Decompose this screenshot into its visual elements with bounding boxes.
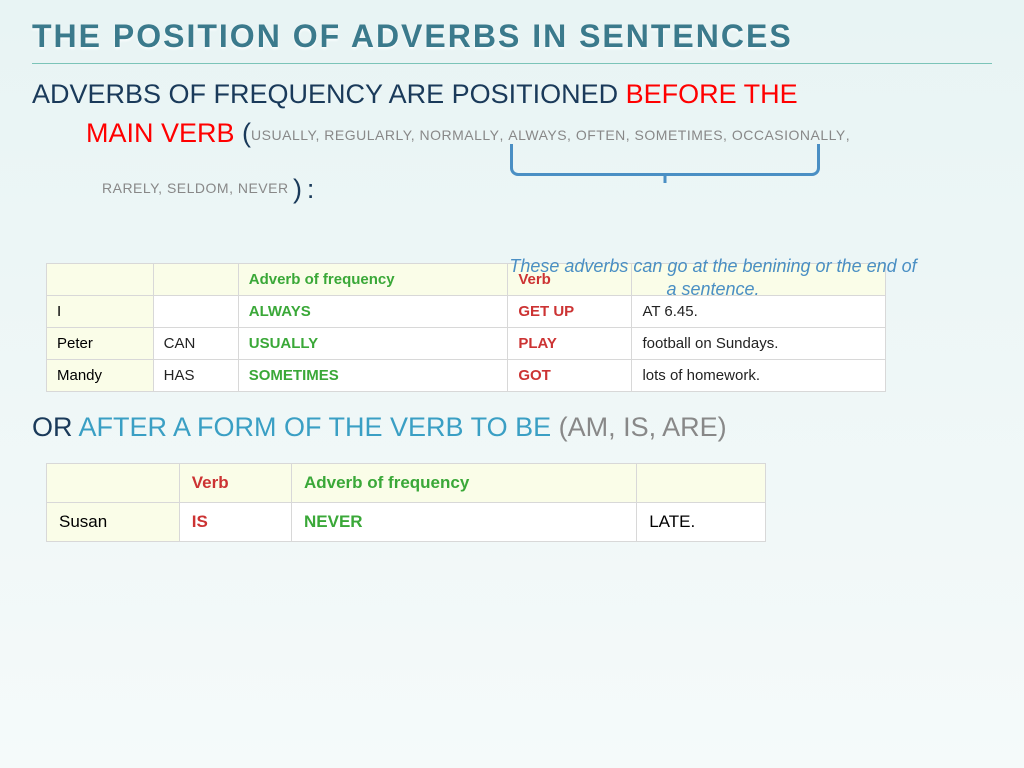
cell-rest: football on Sundays. <box>632 327 886 359</box>
th-verb: Verb <box>179 463 291 502</box>
cell-aux: HAS <box>153 359 238 391</box>
th-blank-1 <box>47 463 180 502</box>
table-row: Susan IS NEVER LATE. <box>47 502 766 541</box>
cell-subject: Peter <box>47 327 154 359</box>
intro-highlight: BEFORE THE <box>626 79 798 109</box>
paren-continue: RARELY, SELDOM, NEVER ) : <box>32 174 992 205</box>
examples-table-2: Verb Adverb of frequency Susan IS NEVER … <box>46 463 766 542</box>
paren-plain-1: USUALLY, REGULARLY, NORMALLY <box>251 127 499 143</box>
th-blank-2 <box>637 463 766 502</box>
cell-adverb: SOMETIMES <box>238 359 508 391</box>
after-line: OR AFTER A FORM OF THE VERB TO BE (AM, I… <box>32 410 992 445</box>
cell-verb: GOT <box>508 359 632 391</box>
cell-verb: IS <box>179 502 291 541</box>
th-blank-1 <box>47 263 154 295</box>
main-verb-line: MAIN VERB (USUALLY, REGULARLY, NORMALLY,… <box>32 116 992 151</box>
th-blank-2 <box>153 263 238 295</box>
cell-rest: LATE. <box>637 502 766 541</box>
colon: : <box>307 174 315 204</box>
cell-subject: Mandy <box>47 359 154 391</box>
after-blue: AFTER A FORM OF THE VERB TO BE <box>79 412 552 442</box>
slide-title: THE POSITION OF ADVERBS IN SENTENCES <box>0 0 1024 63</box>
cell-subject: Susan <box>47 502 180 541</box>
main-verb-highlight: MAIN VERB <box>86 118 235 148</box>
after-lead: OR <box>32 412 79 442</box>
intro-lead: ADVERBS OF FREQUENCY ARE POSITIONED <box>32 79 626 109</box>
paren-plain-2: RARELY, SELDOM, NEVER <box>102 180 289 196</box>
callout-text: These adverbs can go at the benining or … <box>508 255 918 302</box>
th-adverb: Adverb of frequency <box>238 263 508 295</box>
close-paren: ) <box>293 174 303 204</box>
table-header-row: Verb Adverb of frequency <box>47 463 766 502</box>
cell-verb: PLAY <box>508 327 632 359</box>
title-underline <box>32 63 992 64</box>
table-row: Peter CAN USUALLY PLAY football on Sunda… <box>47 327 886 359</box>
paren-trailing-comma: , <box>846 127 850 143</box>
cell-aux <box>153 295 238 327</box>
cell-adverb: USUALLY <box>238 327 508 359</box>
cell-aux: CAN <box>153 327 238 359</box>
paren-comma: , <box>500 127 509 143</box>
th-adverb: Adverb of frequency <box>291 463 636 502</box>
open-paren: ( <box>242 118 251 148</box>
content-area: ADVERBS OF FREQUENCY ARE POSITIONED BEFO… <box>0 76 1024 542</box>
bracket-connector <box>510 144 820 176</box>
table-row: Mandy HAS SOMETIMES GOT lots of homework… <box>47 359 886 391</box>
after-gray: (AM, IS, ARE) <box>551 412 727 442</box>
cell-adverb: NEVER <box>291 502 636 541</box>
cell-subject: I <box>47 295 154 327</box>
cell-rest: lots of homework. <box>632 359 886 391</box>
intro-line: ADVERBS OF FREQUENCY ARE POSITIONED BEFO… <box>32 76 992 112</box>
paren-pink: ALWAYS, OFTEN, SOMETIMES, OCCASIONALLY <box>508 127 845 143</box>
cell-adverb: ALWAYS <box>238 295 508 327</box>
